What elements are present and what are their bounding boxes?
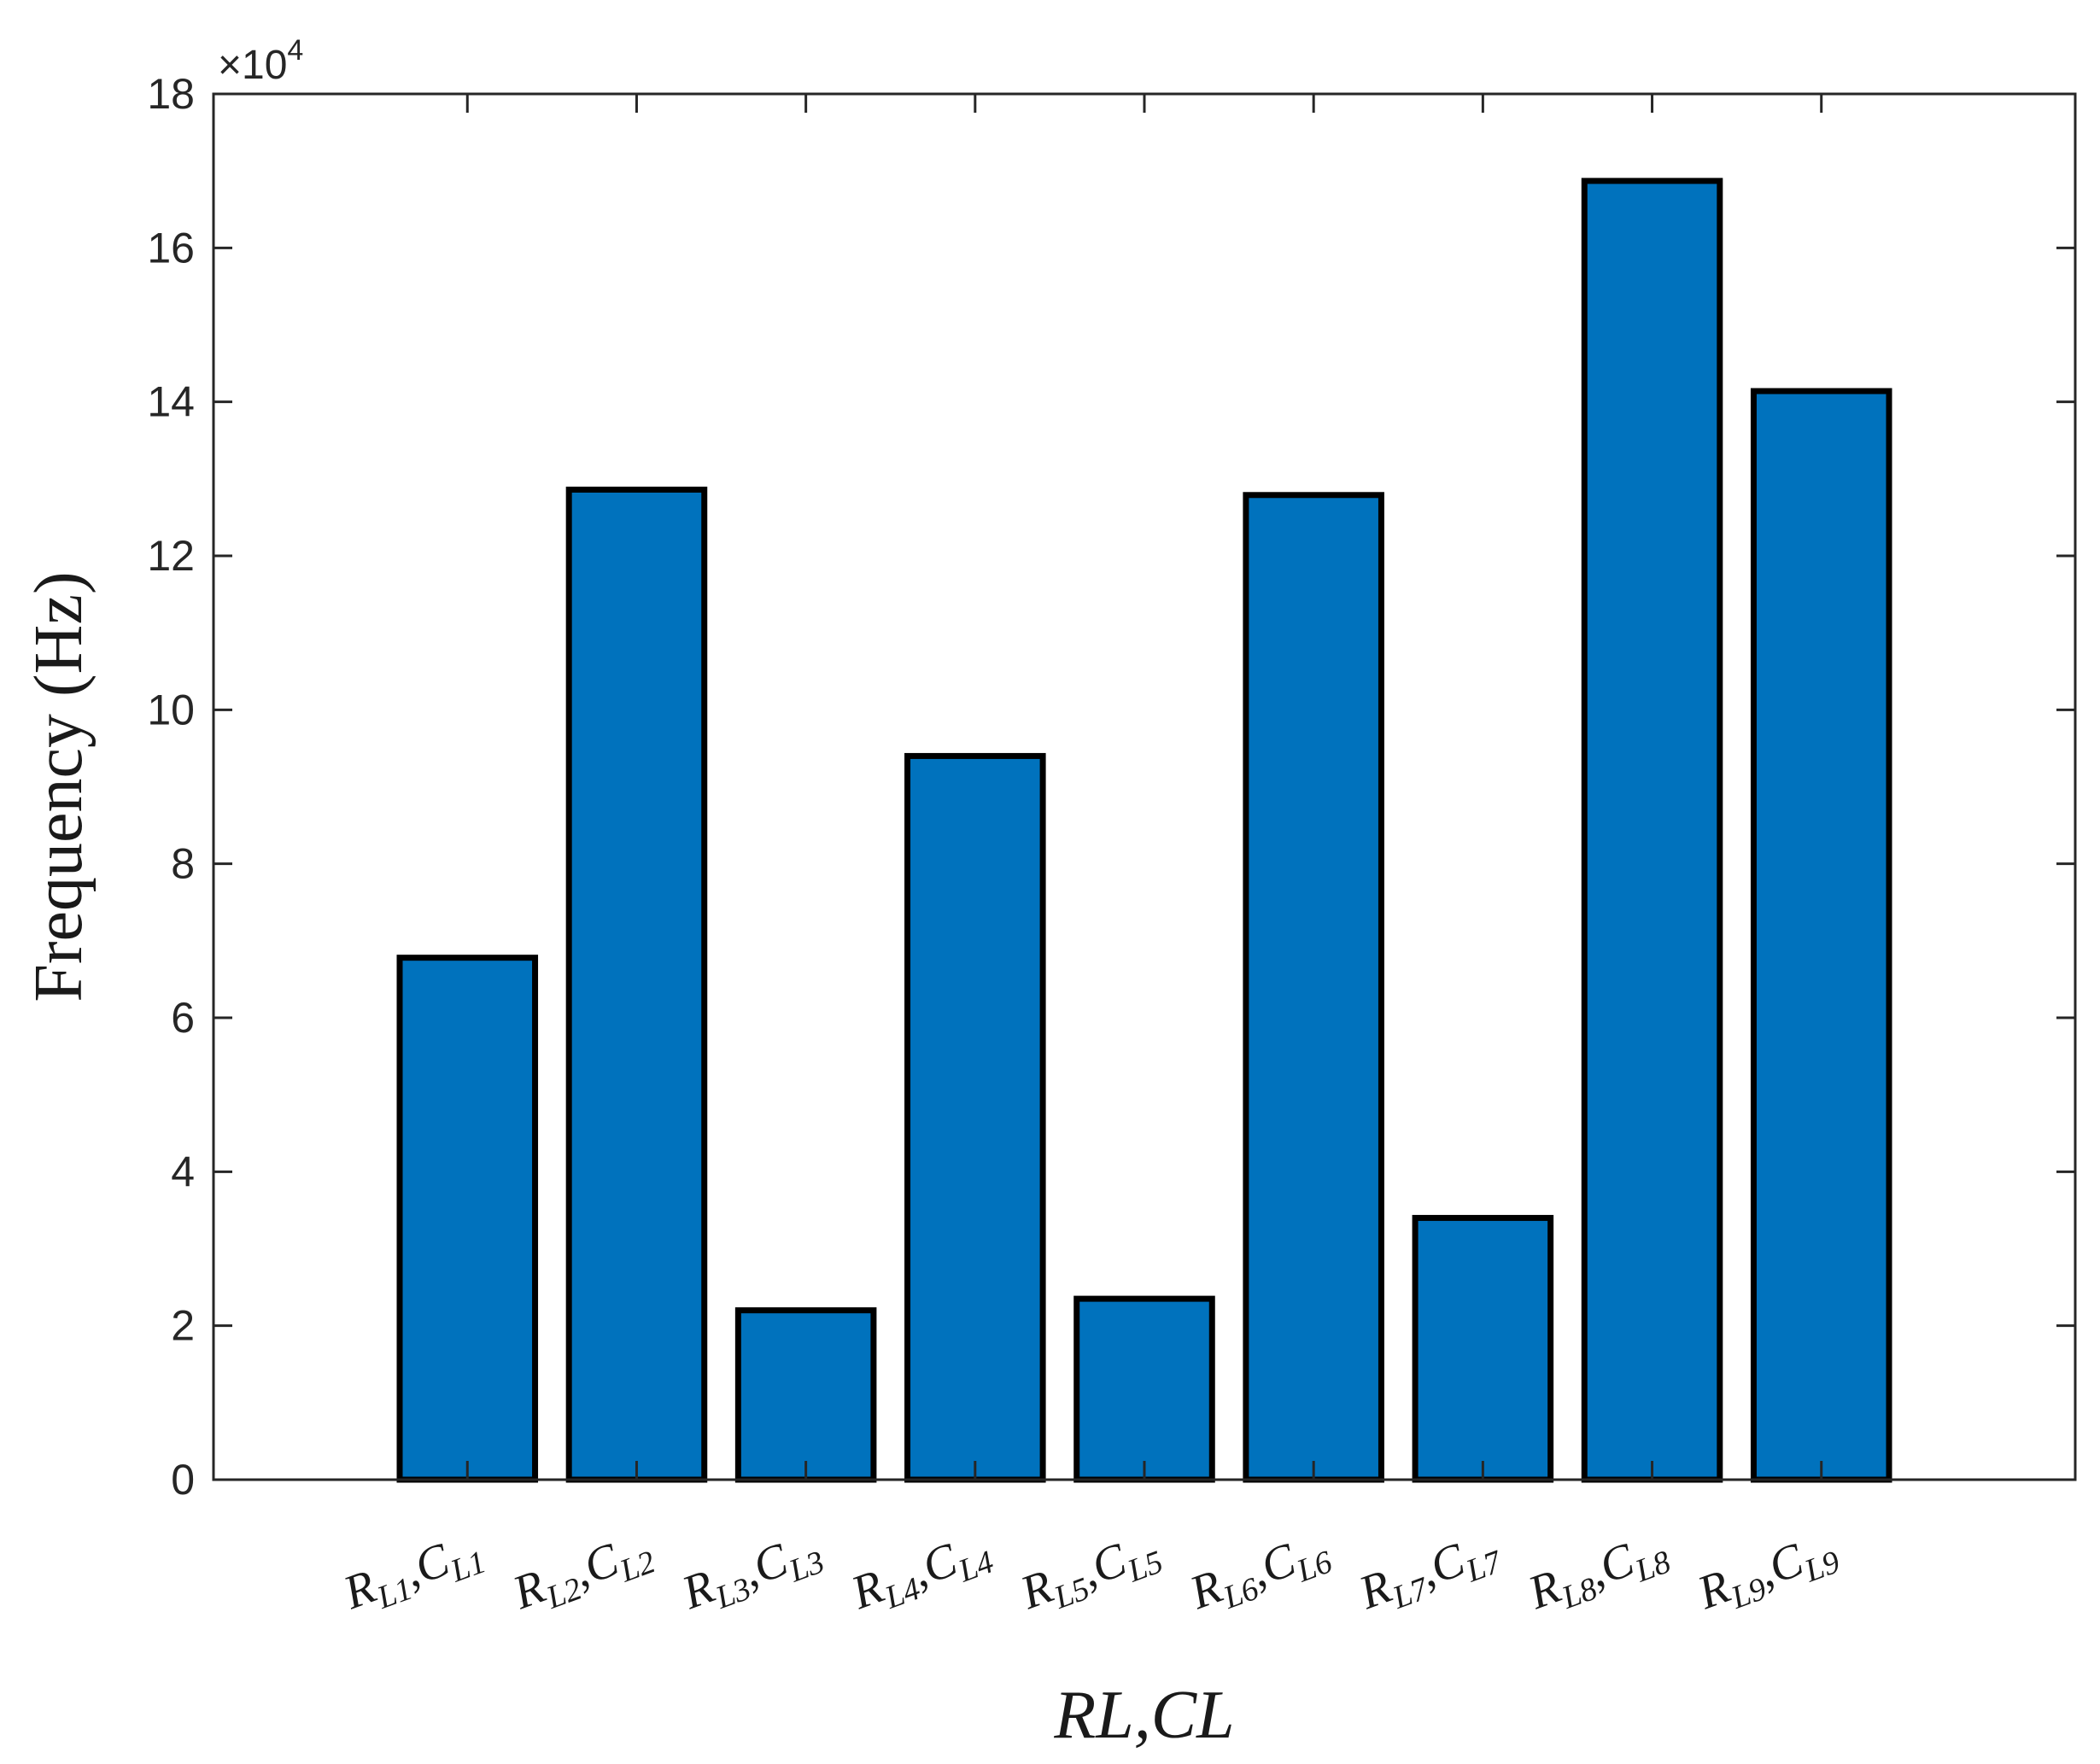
category-label: RL6,CL6 (1183, 1522, 1337, 1627)
bars-group (396, 178, 1892, 1483)
y-tick-label: 18 (147, 70, 195, 118)
y-tick-label: 10 (147, 686, 195, 733)
y-axis-ticks: 0 2 4 6 8 10 12 14 16 18 (147, 70, 2075, 1504)
category-label: RL5,CL5 (1013, 1522, 1167, 1627)
y-tick-label: 2 (171, 1302, 195, 1350)
exponent-prefix: ×10 (218, 43, 287, 88)
bar-4 (904, 752, 1046, 1483)
y-tick-label: 4 (171, 1148, 195, 1195)
y-tick-label: 14 (147, 378, 195, 426)
bar-7 (1412, 1214, 1554, 1483)
bar-9 (1750, 388, 1892, 1483)
category-label: RL7,CL7 (1352, 1521, 1508, 1627)
bar-6 (1243, 492, 1384, 1483)
category-label: RL1,CL1 (336, 1522, 491, 1627)
category-labels: RL1,CL1 RL2,CL2 RL3,CL3 RL4,CL4 RL5,CL5 RL6,C… (336, 1521, 1845, 1627)
y-tick-label: 0 (171, 1456, 195, 1504)
category-label: RL4,CL4 (844, 1522, 998, 1627)
bar-8 (1581, 178, 1723, 1483)
category-label: RL8,CL8 (1521, 1522, 1676, 1627)
exponent-power: 4 (287, 34, 303, 67)
bar-3 (734, 1307, 877, 1483)
category-label: RL2,CL2 (506, 1522, 660, 1627)
bar-2 (565, 486, 708, 1483)
x-axis-label: RL,CL (1053, 1678, 1234, 1753)
bar-1 (396, 955, 539, 1483)
y-tick-label: 12 (147, 532, 195, 580)
category-label: RL9,CL9 (1690, 1522, 1845, 1627)
category-label: RL3,CL3 (675, 1522, 829, 1627)
y-tick-label: 8 (171, 840, 195, 888)
y-axis-label: Frequency (Hz) (21, 571, 97, 1002)
bar-5 (1073, 1295, 1215, 1483)
y-axis-exponent: ×104 (218, 34, 303, 88)
y-tick-label: 16 (147, 224, 195, 272)
y-tick-label: 6 (171, 994, 195, 1042)
x-axis-ticks (465, 94, 1823, 1480)
